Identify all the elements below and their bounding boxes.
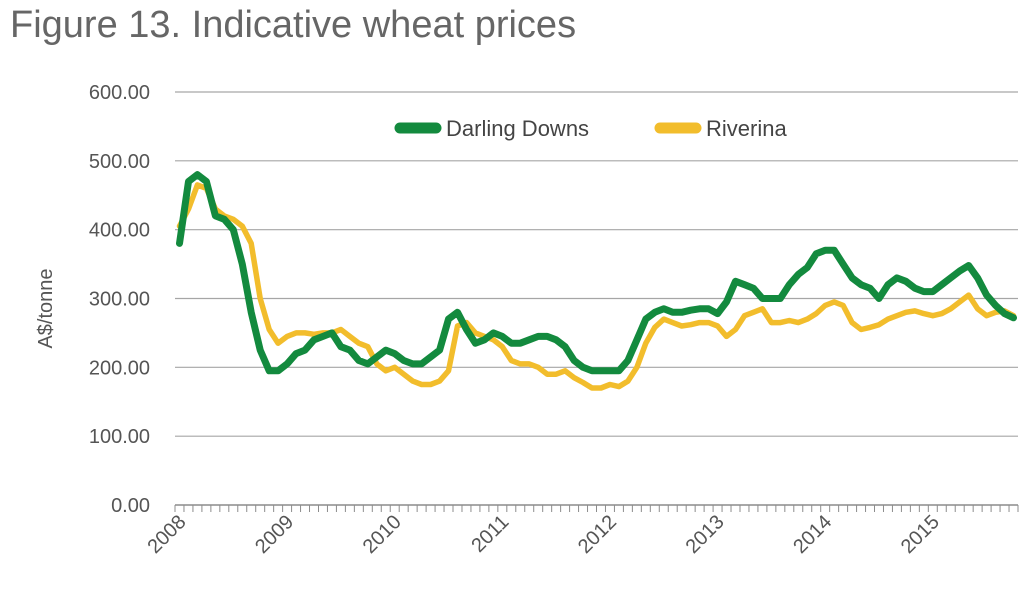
x-tick-label: 2012 xyxy=(574,511,621,558)
x-tick-label: 2013 xyxy=(682,511,729,558)
legend-item-riverina-label: Riverina xyxy=(706,116,787,141)
series-line-darling-downs xyxy=(176,171,1017,375)
x-tick-label: 2011 xyxy=(467,511,513,557)
gridlines xyxy=(175,91,1018,437)
x-tick-label: 2010 xyxy=(359,511,406,558)
legend: Darling Downs Riverina xyxy=(394,116,787,141)
x-tick-label: 2014 xyxy=(789,511,836,558)
y-tick-label: 300.00 xyxy=(89,289,150,311)
y-tick-label: 600.00 xyxy=(89,82,150,104)
chart-title: Figure 13. Indicative wheat prices xyxy=(10,4,577,46)
series-line-riverina xyxy=(176,182,1017,391)
series-lines xyxy=(176,171,1017,391)
y-tick-label: 200.00 xyxy=(89,357,150,379)
x-tick-label: 2015 xyxy=(897,511,944,558)
legend-item-darling-downs-label: Darling Downs xyxy=(446,116,589,141)
x-tick-label: 2008 xyxy=(144,511,191,558)
y-axis-label: A$/tonne xyxy=(35,268,57,348)
y-axis-ticks: 0.00 100.00 200.00 300.00 400.00 500.00 600.00 xyxy=(89,82,150,517)
y-tick-label: 400.00 xyxy=(89,220,150,242)
y-tick-label: 500.00 xyxy=(89,151,150,173)
y-tick-label: 100.00 xyxy=(89,426,150,448)
y-tick-label: 0.00 xyxy=(111,495,150,517)
x-tick-label: 2009 xyxy=(251,511,298,558)
x-axis: 2008 2009 2010 2011 2012 2013 2014 2015 xyxy=(144,504,1019,558)
